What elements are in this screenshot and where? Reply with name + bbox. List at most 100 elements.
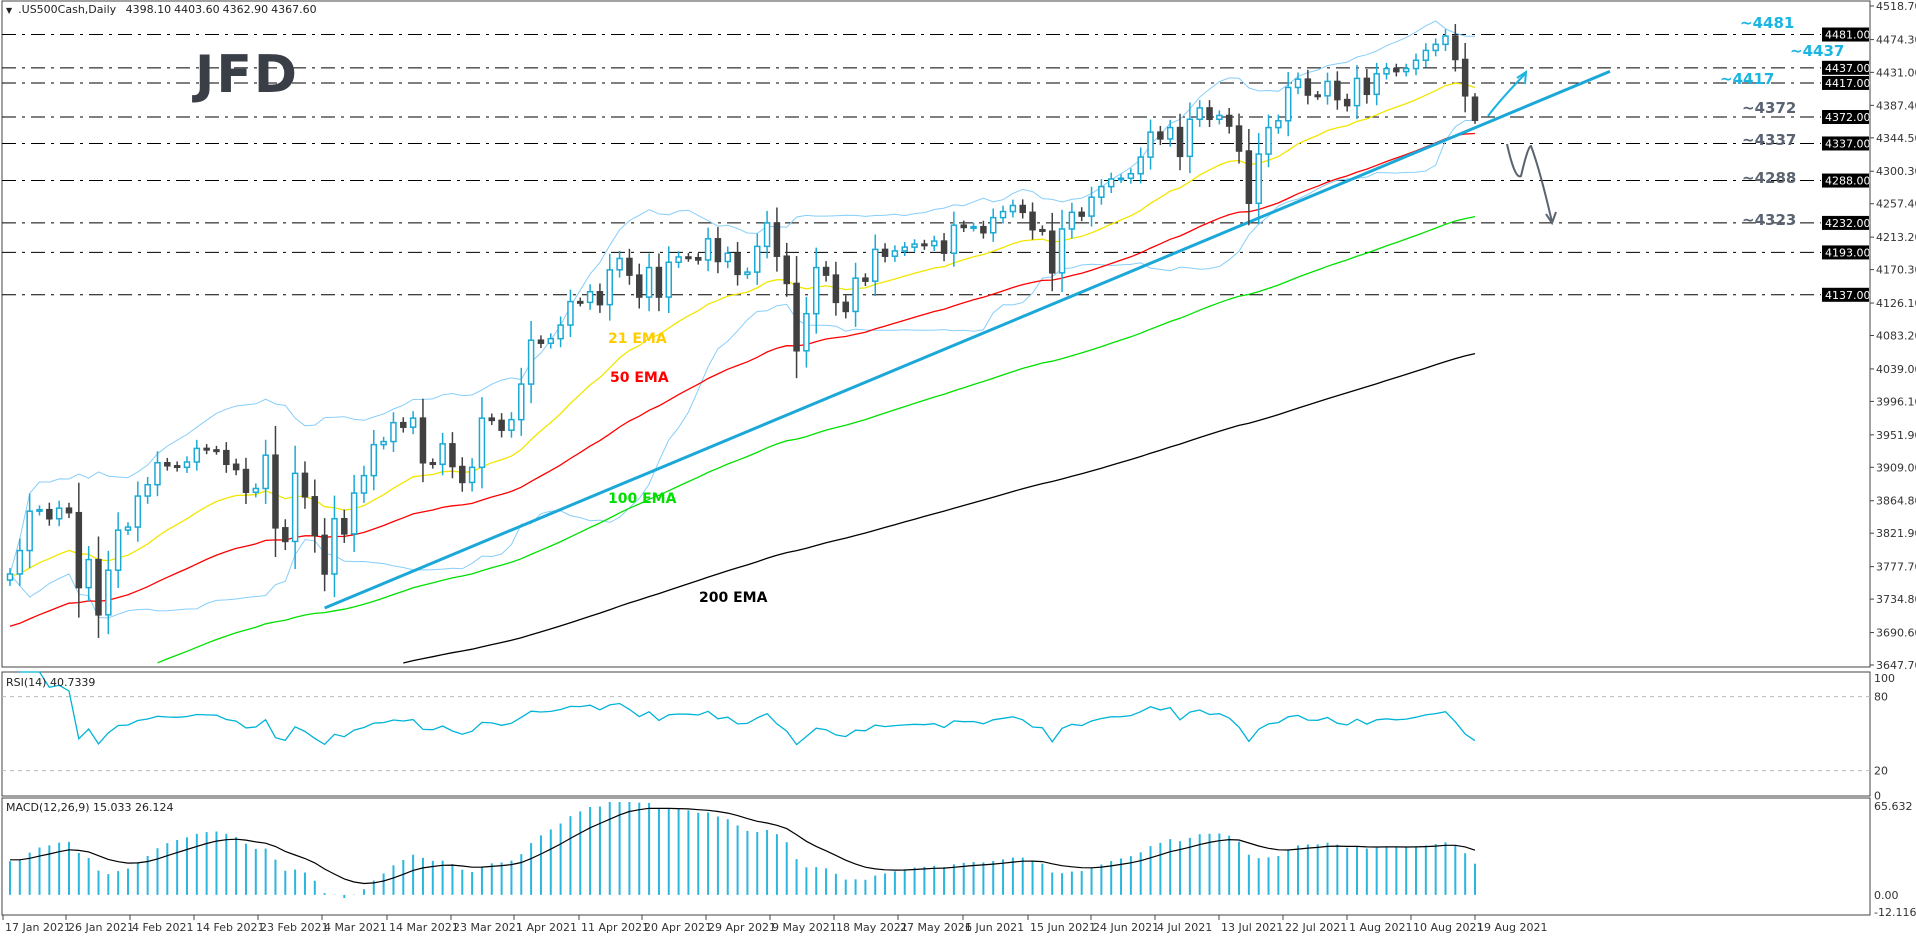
- candle: [518, 367, 525, 436]
- candle-body: [183, 461, 191, 469]
- candle: [724, 246, 732, 269]
- candle-body: [1363, 77, 1371, 96]
- candle-body: [301, 472, 309, 498]
- candle-body: [134, 495, 142, 528]
- candle: [753, 233, 761, 285]
- candle-body: [144, 483, 151, 497]
- candle-body: [1304, 78, 1312, 96]
- macd-tick-label: -12.116: [1874, 906, 1916, 919]
- candle: [6, 568, 14, 586]
- candle-body: [272, 454, 279, 529]
- candle-body: [429, 462, 437, 466]
- price-panel-border: [1, 0, 1871, 668]
- dropdown-arrow-icon[interactable]: ▼: [6, 6, 13, 15]
- candle-body: [16, 549, 24, 575]
- candle: [970, 222, 977, 232]
- candle: [557, 316, 564, 348]
- x-tick-label: 14 Mar 2021: [389, 921, 459, 934]
- level-axis-box: [1822, 109, 1869, 124]
- candle: [1452, 24, 1459, 72]
- level-annotation: ~4372: [1742, 99, 1796, 117]
- candle: [16, 538, 24, 586]
- candle: [626, 248, 633, 285]
- candle-body: [1265, 126, 1272, 155]
- level-axis-label: 4481.00: [1825, 29, 1871, 42]
- candle-body: [1157, 131, 1164, 140]
- candle: [812, 247, 820, 334]
- candle-body: [891, 250, 899, 257]
- candle-body: [1275, 120, 1282, 129]
- candle-body: [508, 418, 515, 431]
- candle: [223, 442, 230, 473]
- candle: [311, 479, 319, 553]
- candle: [350, 474, 358, 552]
- candle-body: [1137, 156, 1144, 175]
- candle-body: [46, 508, 53, 520]
- candle-body: [940, 240, 948, 254]
- macd-tick-label: 65.632: [1874, 800, 1913, 813]
- candle: [547, 333, 555, 349]
- candle: [744, 267, 751, 279]
- candle: [134, 481, 142, 542]
- candle-body: [989, 216, 997, 234]
- candle: [429, 458, 437, 469]
- y-tick-label: 4257.40: [1876, 198, 1916, 211]
- candle: [1255, 133, 1262, 225]
- candle-body: [645, 266, 653, 298]
- candle-body: [999, 210, 1007, 219]
- candle: [636, 263, 643, 309]
- candle: [734, 241, 741, 286]
- candle-body: [213, 449, 220, 453]
- level-axis-label: 4288.00: [1825, 175, 1871, 188]
- candle-body: [232, 463, 240, 471]
- candle-body: [498, 419, 505, 431]
- candle: [26, 493, 33, 569]
- candle: [1314, 91, 1321, 100]
- x-tick-label: 10 Aug 2021: [1413, 921, 1483, 934]
- level-annotation: ~4323: [1742, 211, 1796, 229]
- arrowhead-up-icon: [1516, 70, 1528, 85]
- candle-body: [1452, 35, 1459, 61]
- level-annotation: ~4481: [1740, 14, 1794, 32]
- open-value: 4398.10: [125, 3, 172, 16]
- candle-body: [124, 526, 132, 531]
- candle-body: [1255, 153, 1262, 204]
- level-axis-label: 4137.00: [1825, 289, 1871, 302]
- candle: [1442, 29, 1449, 52]
- candle-body: [1422, 49, 1430, 61]
- candle-body: [380, 440, 387, 446]
- candle-body: [1412, 59, 1420, 70]
- level-axis-label: 4372.00: [1825, 111, 1871, 124]
- candle-body: [1245, 150, 1253, 204]
- candle-body: [1117, 177, 1125, 181]
- candle-body: [665, 261, 673, 298]
- candle-body: [1206, 107, 1213, 121]
- candle-body: [252, 487, 260, 494]
- candle: [272, 425, 279, 558]
- candle-body: [822, 266, 830, 276]
- macd-label: MACD(12,26,9) 15.033 26.124: [6, 801, 174, 814]
- candle: [105, 550, 112, 635]
- candle: [242, 457, 250, 504]
- candle: [911, 239, 918, 252]
- candle-body: [173, 465, 181, 469]
- candle-body: [1068, 211, 1076, 230]
- candle-body: [85, 558, 92, 589]
- y-tick-label: 4431.00: [1876, 66, 1916, 79]
- candle: [940, 233, 948, 262]
- y-tick-label: 4387.40: [1876, 99, 1916, 112]
- candle: [645, 253, 653, 312]
- candle-body: [1432, 43, 1439, 52]
- candle: [704, 227, 712, 272]
- candle-body: [1078, 211, 1085, 217]
- candle: [1039, 225, 1046, 236]
- level-axis-box: [1822, 287, 1869, 302]
- level-axis-box: [1822, 60, 1869, 75]
- candle-body: [1048, 230, 1056, 274]
- candle-body: [75, 511, 83, 589]
- rsi-tick-label: 0: [1874, 789, 1881, 802]
- candle-body: [1294, 78, 1302, 89]
- candle-body: [341, 517, 348, 535]
- candle-body: [1353, 77, 1361, 107]
